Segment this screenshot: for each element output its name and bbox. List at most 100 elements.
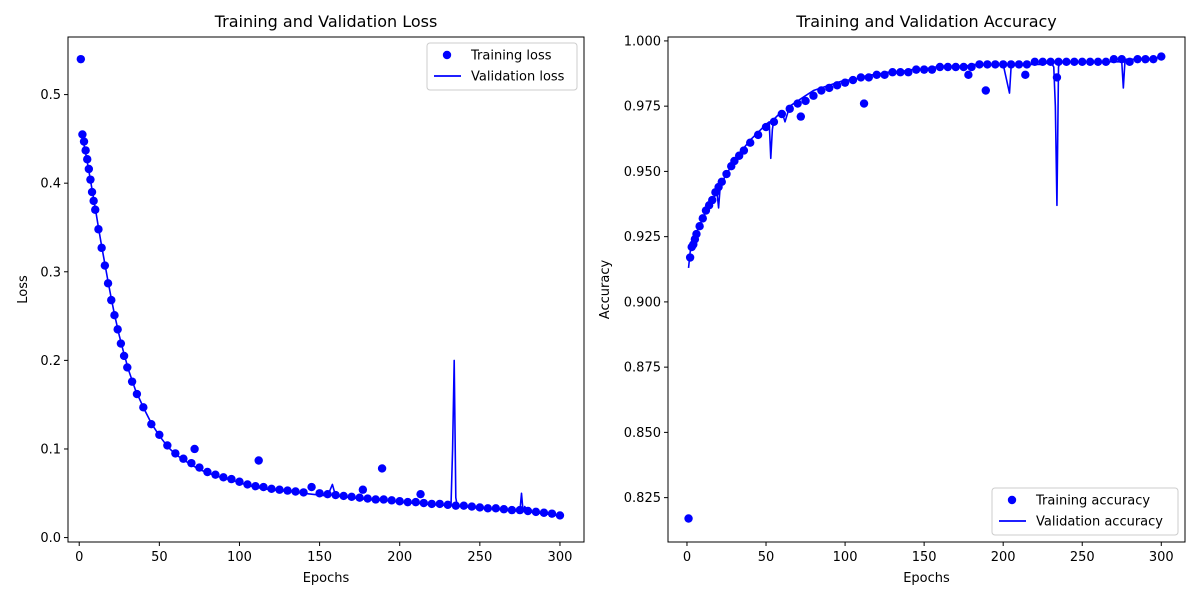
data-point xyxy=(387,496,396,505)
x-tick-label: 100 xyxy=(833,550,858,565)
x-tick-label: 50 xyxy=(758,550,775,565)
y-tick-label: 0.900 xyxy=(624,295,661,310)
data-point xyxy=(475,503,485,512)
legend-entry: Validation accuracy xyxy=(1036,515,1163,530)
y-tick-label: 0.0 xyxy=(40,531,61,546)
data-point xyxy=(339,491,348,501)
data-point xyxy=(379,495,388,504)
legend-entry: Training loss xyxy=(470,49,552,64)
y-tick-label: 0.925 xyxy=(624,230,661,245)
axes-frame xyxy=(667,36,1186,543)
data-point xyxy=(315,489,324,498)
chart-title: Training and Validation Loss xyxy=(214,12,438,31)
data-point xyxy=(499,505,509,514)
y-tick-label: 0.875 xyxy=(624,361,661,376)
legend-entry: Validation loss xyxy=(471,70,565,85)
x-axis-label: Epochs xyxy=(303,571,350,586)
data-point xyxy=(355,493,364,502)
x-tick-label: 200 xyxy=(387,550,412,565)
data-point xyxy=(859,99,869,108)
data-point xyxy=(76,54,86,64)
x-tick-label: 150 xyxy=(307,550,332,565)
y-tick-label: 0.850 xyxy=(624,426,661,441)
data-point xyxy=(491,504,501,513)
data-point xyxy=(555,511,565,520)
y-tick-label: 0.2 xyxy=(40,354,61,369)
data-point xyxy=(964,70,973,80)
data-point xyxy=(801,96,810,106)
data-point xyxy=(739,146,749,155)
legend-box xyxy=(426,42,578,91)
x-tick-label: 100 xyxy=(227,550,252,565)
chart-title: Training and Validation Accuracy xyxy=(795,12,1057,31)
y-tick-label: 0.825 xyxy=(624,491,661,506)
data-point xyxy=(403,497,412,507)
data-point xyxy=(299,488,308,497)
data-point xyxy=(467,502,477,511)
y-tick-label: 0.1 xyxy=(40,442,61,457)
legend-entry: Training accuracy xyxy=(1035,494,1150,509)
legend: Training accuracy Validation accuracy xyxy=(991,487,1179,536)
data-point xyxy=(347,492,356,502)
plot-area xyxy=(684,52,1166,523)
data-point xyxy=(307,482,316,492)
x-tick-label: 300 xyxy=(548,550,573,565)
data-point xyxy=(459,501,469,510)
y-axis-label: Loss xyxy=(16,275,31,304)
data-point xyxy=(531,507,541,517)
loss-plot: Training and Validation Loss 0 50 100 150 200… xyxy=(16,12,585,586)
data-point xyxy=(746,138,755,147)
data-point xyxy=(1006,60,1016,69)
data-point xyxy=(395,497,404,506)
x-axis-label: Epochs xyxy=(903,571,950,586)
data-point xyxy=(753,130,763,140)
y-tick-label: 0.5 xyxy=(40,88,61,103)
data-point xyxy=(283,486,292,495)
legend-box xyxy=(991,487,1179,536)
x-tick-label: 250 xyxy=(1070,550,1095,565)
x-tick-label: 150 xyxy=(912,550,937,565)
axes-frame xyxy=(67,36,585,543)
data-point xyxy=(254,456,263,465)
data-point xyxy=(435,499,444,509)
x-tick-label: 50 xyxy=(151,550,168,565)
data-point xyxy=(796,112,806,121)
accuracy-plot: Training and Validation Accuracy 0 50 100 15… xyxy=(598,12,1186,586)
y-tick-label: 0.3 xyxy=(40,265,61,280)
data-point xyxy=(291,487,300,496)
data-point xyxy=(443,500,452,509)
data-point xyxy=(981,86,990,95)
data-point xyxy=(684,514,693,523)
x-tick-label: 0 xyxy=(683,550,691,565)
x-tick-label: 250 xyxy=(467,550,492,565)
data-point xyxy=(275,485,284,494)
data-point xyxy=(1021,70,1030,80)
y-tick-label: 0.950 xyxy=(624,165,661,180)
data-point xyxy=(190,444,199,454)
data-point xyxy=(1054,57,1063,66)
data-point xyxy=(427,499,436,509)
legend-marker-swatch xyxy=(442,50,452,60)
data-point xyxy=(416,489,425,499)
y-tick-label: 0.975 xyxy=(624,100,661,115)
data-point xyxy=(761,122,771,132)
data-point xyxy=(809,91,818,100)
x-tick-label: 300 xyxy=(1149,550,1174,565)
data-point xyxy=(377,464,387,473)
legend-marker-swatch xyxy=(1007,495,1017,505)
data-point xyxy=(419,498,428,508)
y-axis-label: Accuracy xyxy=(598,260,613,320)
series-line xyxy=(80,131,561,518)
data-point xyxy=(411,497,420,507)
y-tick-label: 1.000 xyxy=(624,34,661,49)
data-point xyxy=(267,484,276,494)
data-point xyxy=(451,501,460,510)
data-point xyxy=(358,485,368,494)
data-point xyxy=(259,482,268,492)
series-line xyxy=(687,55,1162,269)
data-point xyxy=(507,505,517,515)
data-point xyxy=(363,494,372,503)
x-tick-label: 200 xyxy=(991,550,1016,565)
data-point xyxy=(371,495,380,504)
